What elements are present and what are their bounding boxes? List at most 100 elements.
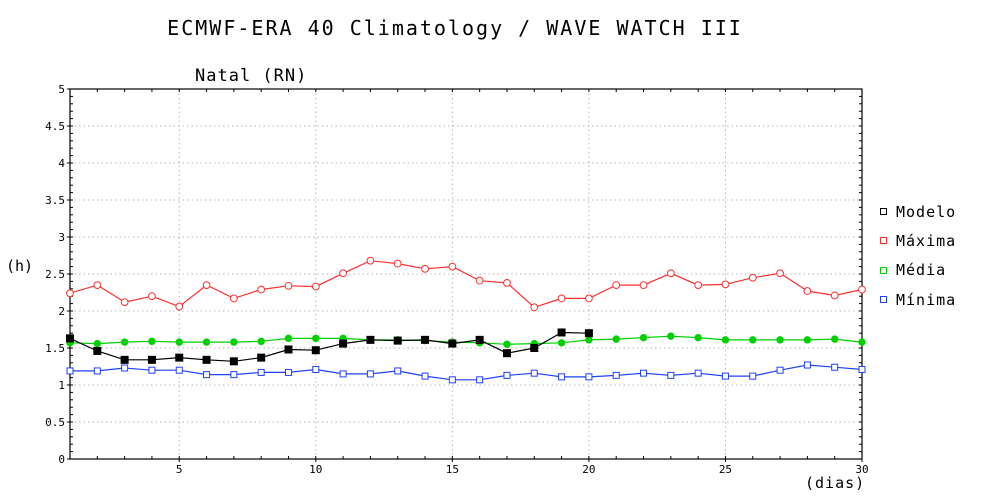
data-point-maxima-13 bbox=[393, 259, 402, 268]
data-point-maxima-9 bbox=[284, 281, 293, 290]
y-tick-label-8: 4 bbox=[58, 157, 65, 170]
data-point-minima-17 bbox=[503, 371, 511, 379]
data-point-maxima-27 bbox=[776, 269, 784, 278]
data-point-minima-15 bbox=[448, 376, 456, 384]
series-line-media bbox=[69, 335, 863, 345]
legend-label-modelo: Modelo bbox=[896, 202, 957, 221]
data-point-minima-19 bbox=[558, 373, 566, 381]
data-point-maxima-22 bbox=[639, 281, 648, 290]
data-point-maxima-26 bbox=[748, 273, 757, 282]
data-point-media-26 bbox=[749, 336, 757, 344]
data-point-modelo-7 bbox=[229, 357, 238, 366]
data-point-maxima-17 bbox=[503, 278, 511, 287]
data-point-modelo-17 bbox=[502, 349, 511, 358]
data-point-modelo-11 bbox=[339, 339, 348, 348]
data-point-media-9 bbox=[284, 334, 293, 343]
data-point-minima-24 bbox=[694, 369, 702, 377]
data-point-modelo-5 bbox=[175, 353, 184, 362]
data-point-media-30 bbox=[858, 338, 866, 346]
data-point-minima-13 bbox=[394, 367, 402, 375]
series-line-modelo bbox=[69, 331, 589, 362]
data-point-maxima-12 bbox=[366, 256, 375, 265]
legend-swatch-minima bbox=[880, 296, 887, 304]
data-point-minima-20 bbox=[585, 373, 593, 381]
data-point-maxima-23 bbox=[666, 269, 675, 278]
data-point-modelo-6 bbox=[202, 355, 211, 364]
data-point-media-19 bbox=[557, 339, 566, 347]
legend-label-maxima: Máxima bbox=[896, 231, 957, 250]
data-point-modelo-14 bbox=[421, 335, 430, 344]
legend-swatch-modelo bbox=[880, 208, 887, 216]
data-point-maxima-6 bbox=[202, 281, 211, 290]
series-line-maxima bbox=[69, 260, 863, 308]
y-tick-label-7: 3.5 bbox=[45, 194, 65, 207]
legend-item-media: Média bbox=[880, 256, 956, 285]
data-point-minima-29 bbox=[831, 363, 839, 371]
data-point-media-2 bbox=[93, 339, 102, 348]
data-point-modelo-4 bbox=[147, 355, 156, 364]
data-point-maxima-24 bbox=[694, 281, 703, 290]
data-point-media-17 bbox=[503, 340, 511, 348]
data-point-media-20 bbox=[585, 336, 593, 344]
x-tick-label-3: 20 bbox=[582, 463, 595, 476]
data-point-modelo-12 bbox=[366, 335, 375, 344]
y-tick-label-4: 2 bbox=[58, 305, 65, 318]
x-tick-label-4: 25 bbox=[719, 463, 732, 476]
data-point-maxima-30 bbox=[858, 285, 866, 294]
data-point-maxima-11 bbox=[339, 269, 348, 278]
data-point-media-28 bbox=[803, 336, 812, 344]
data-point-maxima-20 bbox=[584, 294, 593, 303]
chart-subtitle: Natal (RN) bbox=[195, 66, 308, 86]
data-point-minima-3 bbox=[121, 364, 129, 372]
data-point-maxima-28 bbox=[803, 287, 812, 295]
data-point-maxima-7 bbox=[229, 294, 238, 303]
data-point-minima-26 bbox=[749, 372, 757, 380]
data-point-media-4 bbox=[148, 337, 156, 346]
data-point-maxima-15 bbox=[448, 262, 457, 271]
y-tick-label-1: 0.5 bbox=[45, 416, 65, 429]
data-point-maxima-14 bbox=[421, 264, 429, 273]
data-point-modelo-8 bbox=[257, 353, 266, 362]
data-point-minima-11 bbox=[339, 370, 347, 378]
data-point-maxima-2 bbox=[93, 281, 102, 290]
data-point-minima-10 bbox=[312, 365, 320, 373]
chart-main-title: ECMWF-ERA 40 Climatology / WAVE WATCH II… bbox=[167, 16, 743, 40]
data-point-minima-18 bbox=[530, 369, 538, 377]
data-point-media-8 bbox=[257, 337, 265, 346]
data-point-media-6 bbox=[202, 338, 211, 346]
data-point-minima-16 bbox=[476, 376, 484, 384]
data-point-modelo-19 bbox=[557, 328, 566, 337]
data-point-media-21 bbox=[612, 335, 620, 343]
y-tick-label-5: 2.5 bbox=[45, 268, 65, 281]
y-tick-label-9: 4.5 bbox=[45, 120, 65, 133]
data-point-maxima-18 bbox=[530, 303, 539, 312]
x-tick-label-5: 30 bbox=[855, 463, 868, 476]
data-point-modelo-18 bbox=[530, 344, 539, 352]
data-point-media-27 bbox=[776, 336, 784, 344]
y-tick-label-2: 1 bbox=[58, 379, 65, 392]
y-tick-label-6: 3 bbox=[58, 231, 65, 244]
data-point-minima-30 bbox=[858, 365, 866, 373]
data-point-modelo-20 bbox=[584, 329, 593, 338]
data-point-media-10 bbox=[312, 334, 320, 343]
y-tick-label-0: 0 bbox=[58, 453, 65, 466]
x-tick-label-2: 15 bbox=[446, 463, 459, 476]
data-point-modelo-9 bbox=[284, 345, 293, 354]
data-point-maxima-4 bbox=[148, 292, 156, 301]
legend-item-maxima: Máxima bbox=[880, 226, 956, 255]
data-point-modelo-1 bbox=[66, 334, 74, 343]
data-point-maxima-1 bbox=[66, 289, 74, 298]
data-point-minima-28 bbox=[803, 361, 811, 369]
data-point-minima-14 bbox=[421, 372, 429, 380]
data-point-minima-5 bbox=[175, 366, 183, 374]
data-point-maxima-10 bbox=[311, 282, 320, 291]
data-point-maxima-3 bbox=[120, 298, 129, 307]
data-point-maxima-16 bbox=[475, 276, 484, 285]
data-point-minima-6 bbox=[203, 371, 211, 379]
legend-label-media: Média bbox=[896, 261, 947, 280]
data-point-media-7 bbox=[230, 338, 238, 346]
series-line-minima bbox=[70, 364, 863, 381]
data-point-media-3 bbox=[120, 338, 129, 346]
data-point-media-23 bbox=[667, 332, 675, 340]
